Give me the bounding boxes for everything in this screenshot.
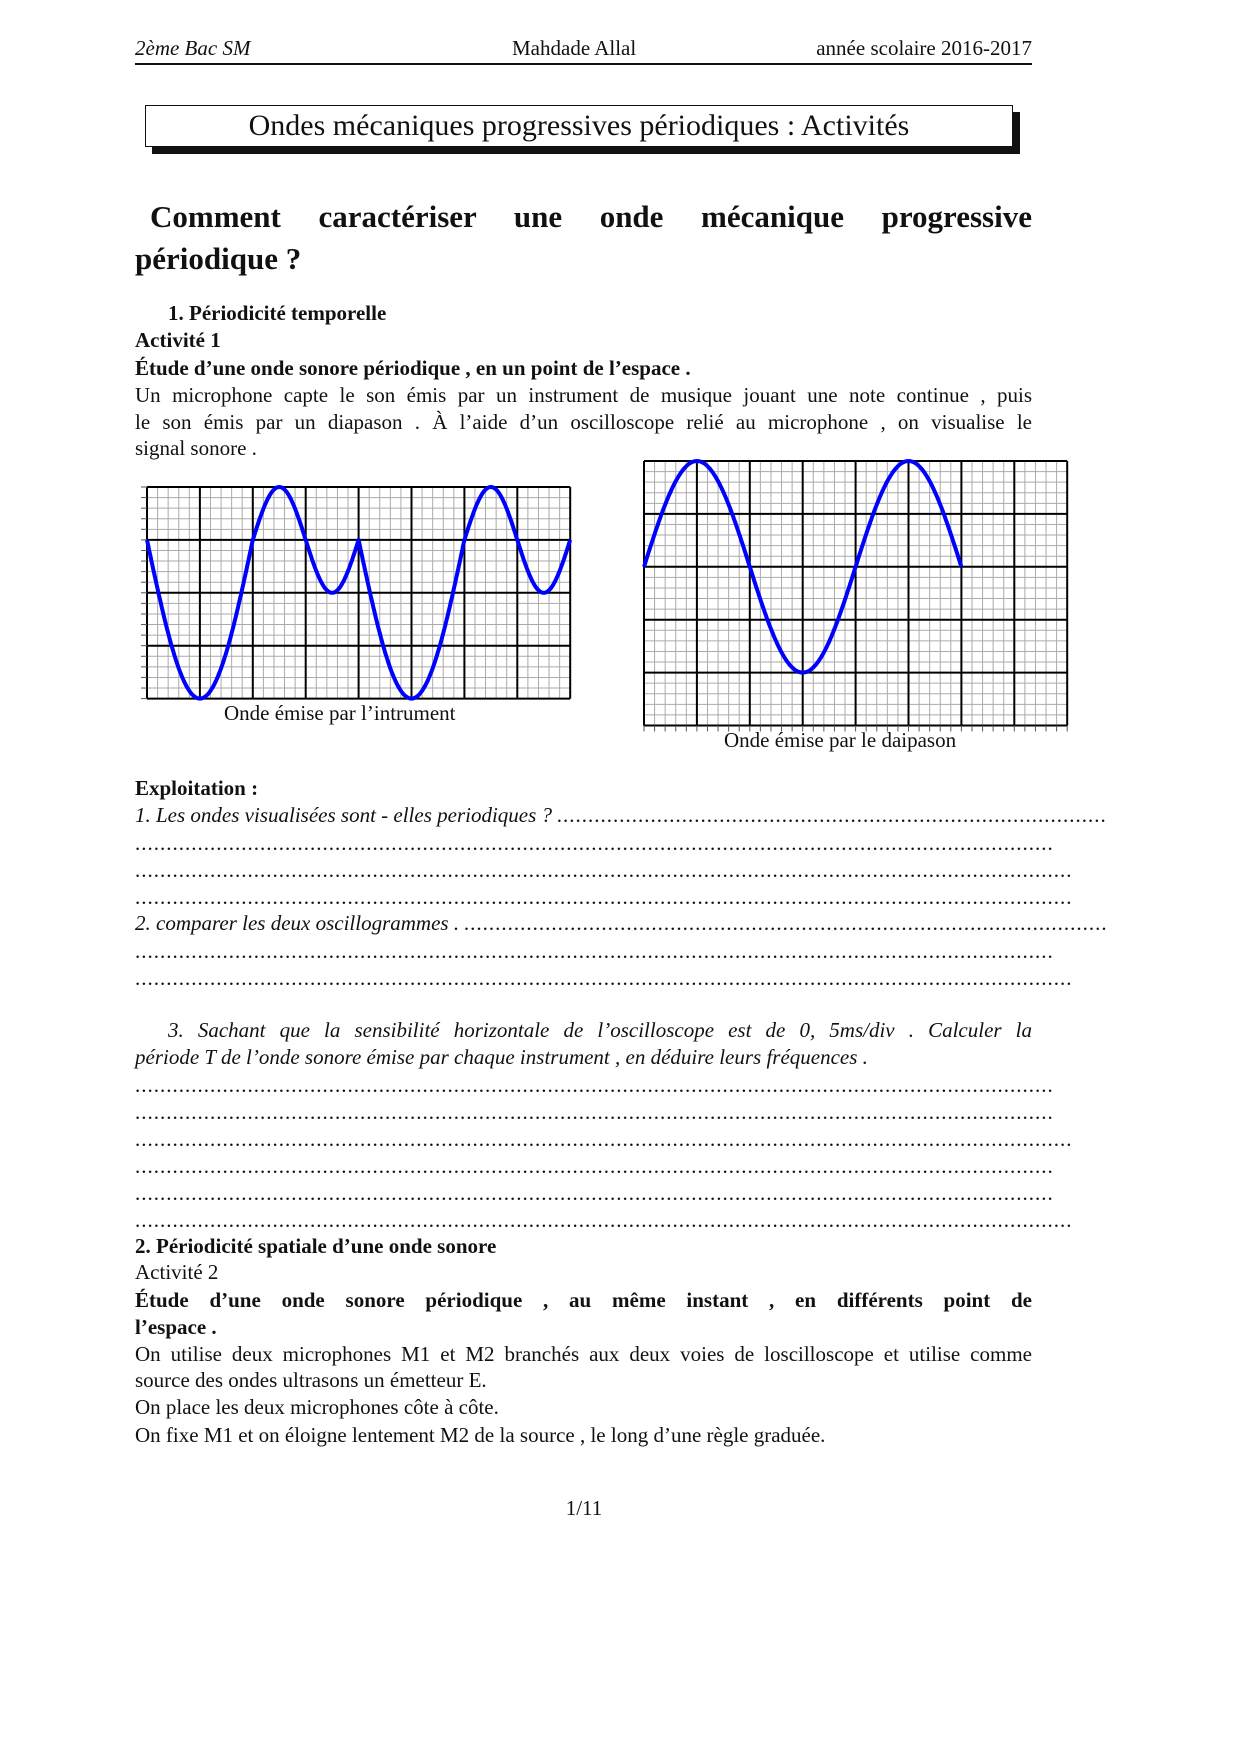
- question-1: 1. Les ondes visualisées sont - elles pe…: [135, 801, 1108, 829]
- answer-dots[interactable]: ........................................…: [135, 1208, 1072, 1232]
- question-1-text: 1. Les ondes visualisées sont - elles pe…: [135, 803, 553, 827]
- header-rule: [135, 63, 1032, 65]
- activity1-subtitle: Étude d’une onde sonore périodique , en …: [135, 356, 691, 380]
- main-heading-line2: périodique ?: [135, 241, 302, 276]
- activity2-label: Activité 2: [135, 1260, 219, 1284]
- section2-title: 2. Périodicité spatiale d’une onde sonor…: [135, 1234, 497, 1258]
- answer-dots[interactable]: ........................................…: [135, 1100, 1055, 1124]
- para-line: Un microphone capte le son émis par un i…: [135, 383, 1032, 407]
- header-right: année scolaire 2016-2017: [816, 36, 1032, 60]
- activity2-subtitle-line2: l’espace .: [135, 1315, 217, 1339]
- question-3-line1: 3. Sachant que la sensibilité horizontal…: [168, 1018, 1032, 1042]
- answer-dots[interactable]: ........................................…: [135, 966, 1072, 990]
- para-line: signal sonore .: [135, 436, 257, 460]
- question-2: 2. comparer les deux oscillogrammes . ..…: [135, 909, 1108, 937]
- oscillogram-diapason: [642, 459, 1069, 732]
- signal-curve: [145, 485, 573, 701]
- activity2-subtitle-line1: Étude d’une onde sonore périodique , au …: [135, 1288, 1032, 1312]
- answer-dots[interactable]: ........................................…: [135, 1181, 1055, 1205]
- answer-dots[interactable]: ........................................…: [135, 885, 1072, 909]
- activity1-label: Activité 1: [135, 328, 221, 352]
- answer-dots[interactable]: ........................................…: [135, 1073, 1055, 1097]
- exploitation-heading: Exploitation :: [135, 776, 259, 800]
- header-left: 2ème Bac SM: [135, 36, 251, 60]
- main-heading-line1: Comment caractériser une onde mécanique …: [150, 199, 1032, 234]
- header-author: Mahdade Allal: [512, 36, 637, 60]
- page-number: 1/11: [565, 1496, 603, 1520]
- para-line: On fixe M1 et on éloigne lentement M2 de…: [135, 1423, 826, 1447]
- question-3-line2: période T de l’onde sonore émise par cha…: [135, 1045, 868, 1069]
- para-line: On utilise deux microphones M1 et M2 bra…: [135, 1342, 1032, 1366]
- answer-dots[interactable]: ........................................…: [464, 911, 1108, 935]
- answer-dots[interactable]: ........................................…: [135, 1127, 1072, 1151]
- caption-instrument: Onde émise par l’intrument: [224, 701, 456, 725]
- answer-dots[interactable]: ........................................…: [135, 1154, 1055, 1178]
- answer-dots[interactable]: ........................................…: [135, 939, 1055, 963]
- page-title: Ondes mécaniques progressives périodique…: [145, 105, 1013, 147]
- caption-diapason: Onde émise par le daipason: [724, 728, 957, 752]
- para-line: le son émis par un diapason . À l’aide d…: [135, 410, 1032, 434]
- answer-dots[interactable]: ........................................…: [135, 858, 1072, 882]
- para-line: On place les deux microphones côte à côt…: [135, 1395, 499, 1419]
- question-2-text: 2. comparer les deux oscillogrammes .: [135, 911, 460, 935]
- signal-curve: [642, 459, 964, 675]
- answer-dots[interactable]: ........................................…: [135, 831, 1055, 855]
- answer-dots[interactable]: ........................................…: [557, 803, 1108, 827]
- para-line: source des ondes ultrasons un émetteur E…: [135, 1368, 487, 1392]
- section1-title: 1. Périodicité temporelle: [168, 301, 387, 325]
- oscillogram-instrument: [141, 485, 573, 701]
